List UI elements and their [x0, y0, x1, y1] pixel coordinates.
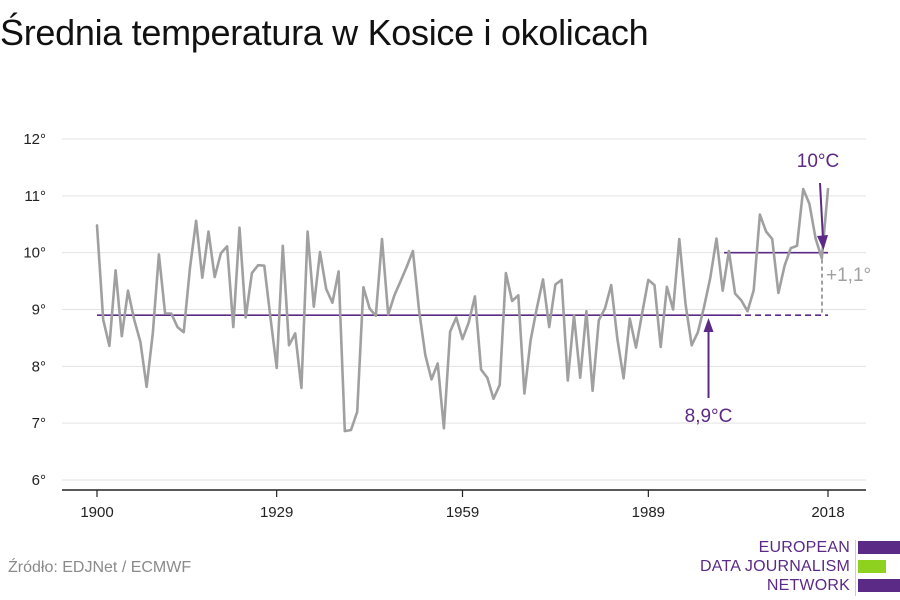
x-tick-label: 1929 — [260, 504, 293, 521]
y-axis-tick-labels: 6° 7° 8° 9° 10° 11° 12° — [23, 131, 46, 489]
y-tick-label: 7° — [32, 415, 46, 432]
logo-line-data-journalism: DATA JOURNALISM — [700, 558, 850, 575]
logo-bar-top — [858, 541, 900, 554]
series-lines — [95, 187, 830, 433]
y-tick-label: 10° — [23, 245, 46, 262]
temperature-series-line — [95, 187, 830, 433]
x-tick-label: 1989 — [632, 504, 665, 521]
logo-bar-middle — [858, 560, 886, 573]
logo-bar-bottom — [858, 579, 900, 592]
y-tick-label: 6° — [32, 472, 46, 489]
logo-divider — [855, 540, 856, 596]
recent-arrow-shaft — [819, 182, 824, 240]
baseline-arrow-head — [703, 318, 714, 332]
recent-arrow-head — [817, 235, 828, 250]
source-note: Źródło: EDJNet / ECMWF — [8, 559, 192, 576]
edjnet-logo: EUROPEAN DATA JOURNALISM NETWORK — [700, 538, 900, 598]
y-gridlines — [62, 138, 866, 481]
x-tick-label: 1900 — [80, 504, 113, 521]
y-tick-label: 11° — [24, 188, 46, 205]
baseline-average-label: 8,9°C — [685, 406, 733, 427]
logo-text: EUROPEAN DATA JOURNALISM NETWORK — [700, 538, 850, 595]
logo-line-network: NETWORK — [766, 577, 850, 594]
recent-average-label: 10°C — [797, 151, 839, 172]
y-tick-label: 12° — [23, 131, 46, 148]
x-tick-label: 1959 — [446, 504, 479, 521]
logo-line-european: EUROPEAN — [758, 539, 850, 556]
x-axis: 1900 1929 1959 1989 2018 — [62, 489, 866, 521]
chart-title: Średnia temperatura w Kosice i okolicach — [0, 12, 649, 53]
x-tick-label: 2018 — [811, 504, 844, 521]
y-tick-label: 9° — [32, 302, 46, 319]
delta-label: +1,1° — [826, 265, 871, 286]
y-tick-label: 8° — [32, 358, 46, 375]
reference-lines — [97, 251, 828, 316]
annotations: +1,1° 10°C 8,9°C — [685, 151, 871, 427]
